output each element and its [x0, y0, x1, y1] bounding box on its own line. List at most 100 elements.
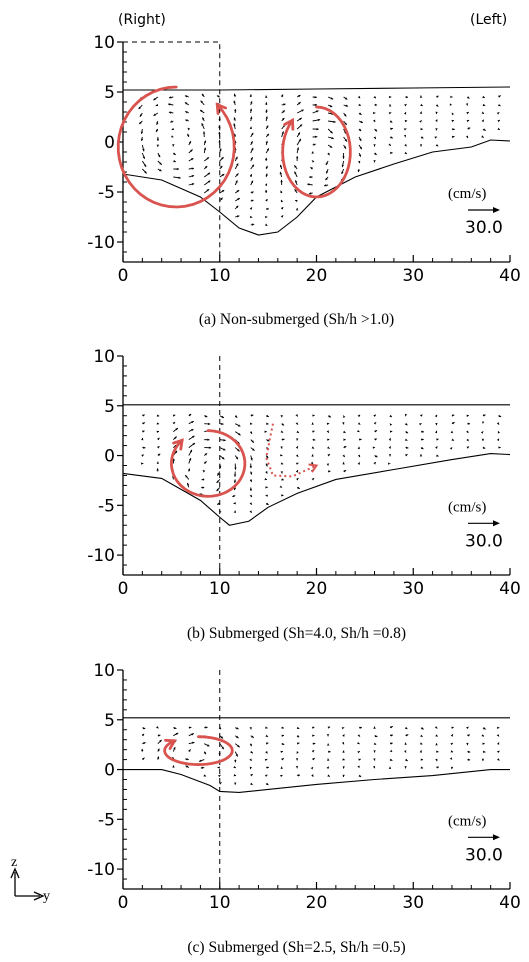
velocity-vector-head [184, 102, 188, 105]
velocity-vector-head [357, 751, 360, 754]
velocity-vector-head [357, 169, 360, 173]
velocity-vector-head [357, 160, 361, 164]
velocity-vector-head [311, 726, 315, 729]
velocity-vector-head [221, 456, 225, 460]
velocity-vector-head [142, 726, 146, 730]
velocity-vector-head [185, 475, 188, 478]
scale-vector-value: 30.0 [465, 218, 503, 238]
velocity-vector-head [203, 147, 207, 150]
velocity-vector-head [357, 446, 360, 450]
velocity-vector-head [298, 138, 301, 142]
y-tick-label: 0 [104, 447, 115, 467]
velocity-vector-head [374, 734, 378, 738]
velocity-vector-head [250, 750, 253, 754]
velocity-vector-head [219, 782, 222, 785]
velocity-vector-head [450, 743, 453, 746]
velocity-vector-head [189, 726, 192, 729]
velocity-vector-head [155, 129, 159, 132]
vortex-arrowhead [172, 438, 184, 451]
velocity-vector-head [249, 510, 252, 513]
velocity-vector-head [280, 190, 283, 194]
velocity-vector-head [483, 414, 486, 417]
velocity-vector-head [266, 502, 269, 505]
velocity-vector-head [191, 183, 195, 186]
velocity-vector-head [251, 223, 255, 226]
velocity-vector-head [251, 132, 254, 136]
velocity-vector-head [496, 742, 500, 745]
velocity-vector-head [236, 735, 239, 739]
velocity-vector-head [388, 143, 391, 146]
velocity-vector-head [157, 154, 161, 158]
velocity-vector-head [201, 93, 205, 97]
velocity-vector-head [207, 172, 211, 175]
velocity-vector-head [206, 157, 209, 160]
velocity-vector-head [357, 422, 361, 425]
scale-unit-label: (cm/s) [448, 813, 486, 829]
velocity-vector-head [156, 725, 159, 729]
velocity-vector-head [327, 774, 330, 777]
velocity-vector-head [185, 119, 188, 122]
velocity-vector-head [139, 114, 143, 117]
velocity-vector-head [207, 422, 211, 426]
y-tick-label: -10 [87, 860, 115, 880]
velocity-vector-head [156, 138, 160, 141]
velocity-vector-head [203, 140, 207, 143]
velocity-vector-head [250, 458, 253, 461]
velocity-vector-head [201, 486, 204, 489]
velocity-vector-head [281, 758, 284, 761]
velocity-vector-head [206, 189, 210, 192]
velocity-vector-head [358, 154, 361, 157]
velocity-vector-head [388, 112, 392, 115]
velocity-vector-head [374, 103, 378, 107]
velocity-vector-head [327, 446, 330, 449]
velocity-vector-head [403, 128, 407, 131]
velocity-vector-head [234, 760, 237, 763]
vortex-circulation-arrow [163, 735, 234, 766]
velocity-vector-head [311, 446, 315, 449]
velocity-vector-head [404, 750, 407, 753]
velocity-vector-head [389, 120, 393, 123]
header-right-label: (Right) [118, 12, 166, 28]
velocity-vector-head [172, 458, 175, 461]
secondary-flow-arrow [265, 423, 317, 478]
velocity-vector-head [404, 726, 408, 729]
velocity-vector-head [465, 135, 469, 139]
velocity-vector-head [266, 422, 269, 425]
velocity-vector-head [249, 472, 253, 475]
velocity-vector-head [327, 758, 330, 761]
vortex-arrowhead [164, 738, 177, 750]
velocity-vector-head [497, 758, 500, 761]
velocity-vector-head [330, 130, 333, 134]
velocity-vector-head [235, 180, 238, 183]
velocity-vector-head [141, 748, 144, 752]
velocity-vector-head [325, 162, 329, 166]
x-tick-label: 40 [499, 579, 521, 599]
velocity-vector-head [205, 726, 208, 729]
velocity-vector-head [311, 160, 315, 163]
x-tick-label: 30 [402, 579, 424, 599]
velocity-vector-head [235, 205, 239, 209]
velocity-vector-head [186, 482, 190, 486]
velocity-vector-head [374, 454, 378, 458]
velocity-vector-head [344, 122, 347, 125]
y-tick-label: -5 [98, 496, 115, 516]
scale-unit-label: (cm/s) [448, 186, 486, 202]
velocity-vector-head [343, 446, 347, 449]
velocity-vector-head [265, 215, 268, 219]
velocity-vector-head [233, 480, 237, 483]
velocity-vector-head [451, 119, 454, 123]
velocity-vector-head [405, 758, 408, 761]
velocity-vector-head [265, 782, 269, 786]
velocity-vector-head [467, 734, 470, 737]
velocity-vector-head [326, 422, 330, 426]
velocity-vector-head [296, 430, 299, 433]
velocity-vector-head [218, 753, 221, 756]
velocity-vector-head [191, 174, 195, 178]
header-left-label: (Left) [470, 12, 507, 28]
velocity-vector-head [328, 470, 331, 473]
velocity-vector-head [344, 97, 348, 100]
velocity-vector-head [389, 414, 392, 418]
velocity-vector-head [295, 454, 299, 457]
velocity-vector-head [266, 766, 269, 769]
